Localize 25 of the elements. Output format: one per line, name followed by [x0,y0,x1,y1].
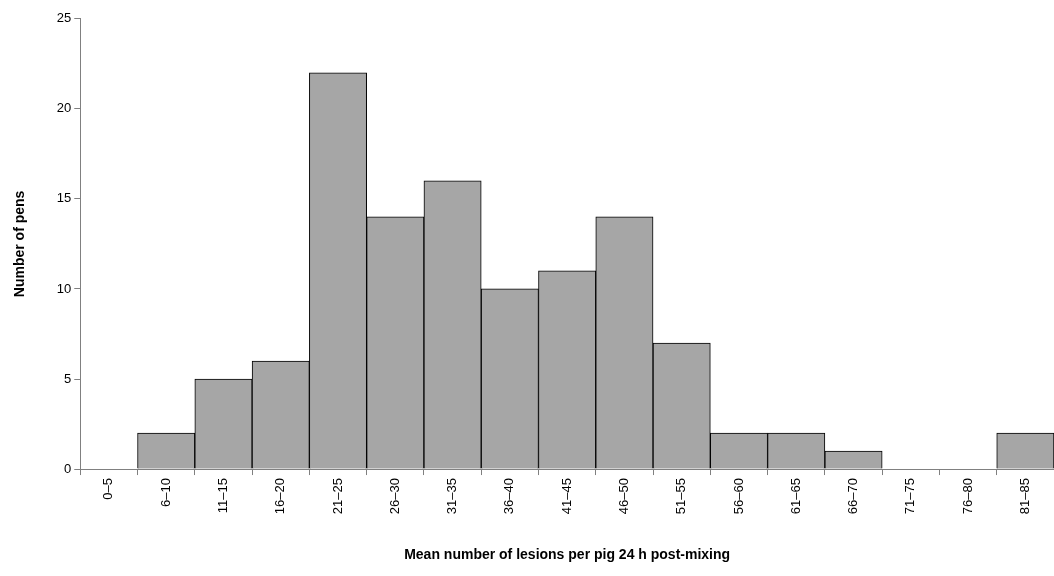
x-tick-label: 61–65 [787,478,803,515]
x-tick-label: 71–75 [902,478,918,515]
x-tick-label: 46–50 [615,478,631,515]
x-tick-label: 76–80 [959,478,975,515]
x-tick-label: 36–40 [501,478,517,515]
x-tick-label: 26–30 [386,478,402,515]
x-tick-label: 11–15 [215,478,231,514]
x-axis-title: Mean number of lesions per pig 24 h post-mixing [404,546,731,563]
x-tick-label: 21–25 [329,478,345,515]
x-tick-label: 81–85 [1016,478,1032,515]
x-tick-label: 51–55 [673,478,689,515]
y-tick-label: 20 [56,100,72,116]
x-tick-label: 16–20 [272,478,288,515]
x-tick-label: 41–45 [558,478,574,515]
y-tick-label: 0 [64,460,72,476]
y-tick-label: 10 [56,280,72,296]
x-tick-label: 56–60 [730,478,746,515]
y-tick-label: 5 [64,370,72,386]
x-tick-label: 6–10 [157,478,173,507]
x-tick-label: 31–35 [444,478,460,515]
x-tick-label: 0–5 [100,478,116,500]
y-tick-label: 15 [56,190,72,206]
y-axis-title: Number of pens [11,190,28,298]
x-tick-label: 66–70 [845,478,861,515]
y-tick-label: 25 [56,10,72,26]
